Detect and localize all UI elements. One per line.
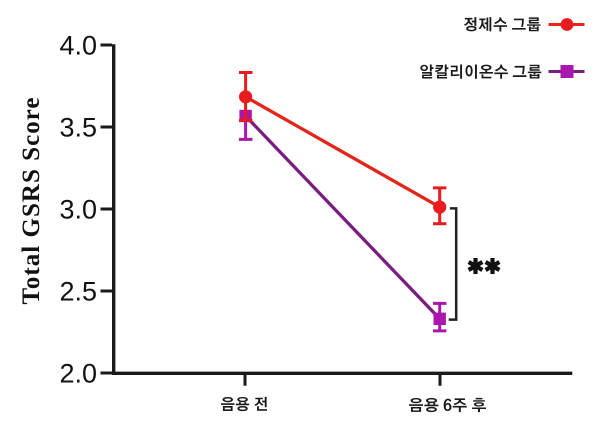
svg-text:2.5: 2.5	[59, 277, 97, 307]
svg-text:Total GSRS Score: Total GSRS Score	[18, 98, 45, 305]
svg-text:3.0: 3.0	[59, 195, 97, 225]
svg-text:2.0: 2.0	[59, 359, 97, 389]
svg-text:3.5: 3.5	[59, 113, 97, 143]
svg-text:4.0: 4.0	[59, 31, 97, 61]
